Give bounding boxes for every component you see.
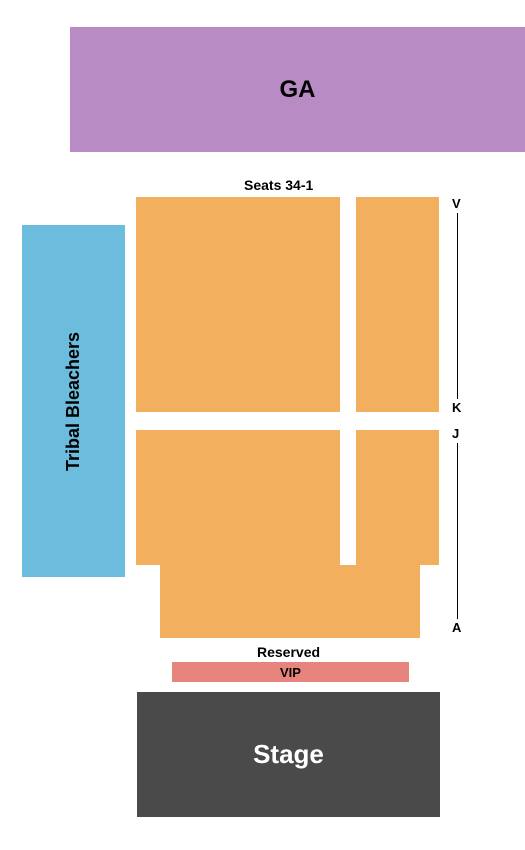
row-line-lower (457, 443, 458, 619)
ga-label: GA (280, 76, 316, 104)
seating-lower-right[interactable] (356, 430, 439, 565)
stage-label: Stage (253, 739, 324, 770)
seating-upper-right[interactable] (356, 197, 439, 412)
tribal-bleachers-section[interactable]: Tribal Bleachers (22, 225, 125, 577)
reserved-label: Reserved (257, 644, 320, 660)
seating-upper-left[interactable] (136, 197, 340, 412)
vip-label: VIP (280, 665, 301, 680)
stage-section: Stage (137, 692, 440, 817)
seating-lower-left[interactable] (136, 430, 340, 565)
row-line-upper (457, 213, 458, 399)
vip-section[interactable]: VIP (172, 662, 409, 682)
seating-bottom-strip[interactable] (160, 565, 420, 638)
tribal-bleachers-label: Tribal Bleachers (63, 331, 84, 470)
row-marker-k: K (452, 400, 461, 415)
row-marker-j: J (452, 426, 459, 441)
row-marker-a: A (452, 620, 461, 635)
row-marker-v: V (452, 196, 461, 211)
seats-range-label: Seats 34-1 (244, 177, 313, 193)
ga-section[interactable]: GA (70, 27, 525, 152)
